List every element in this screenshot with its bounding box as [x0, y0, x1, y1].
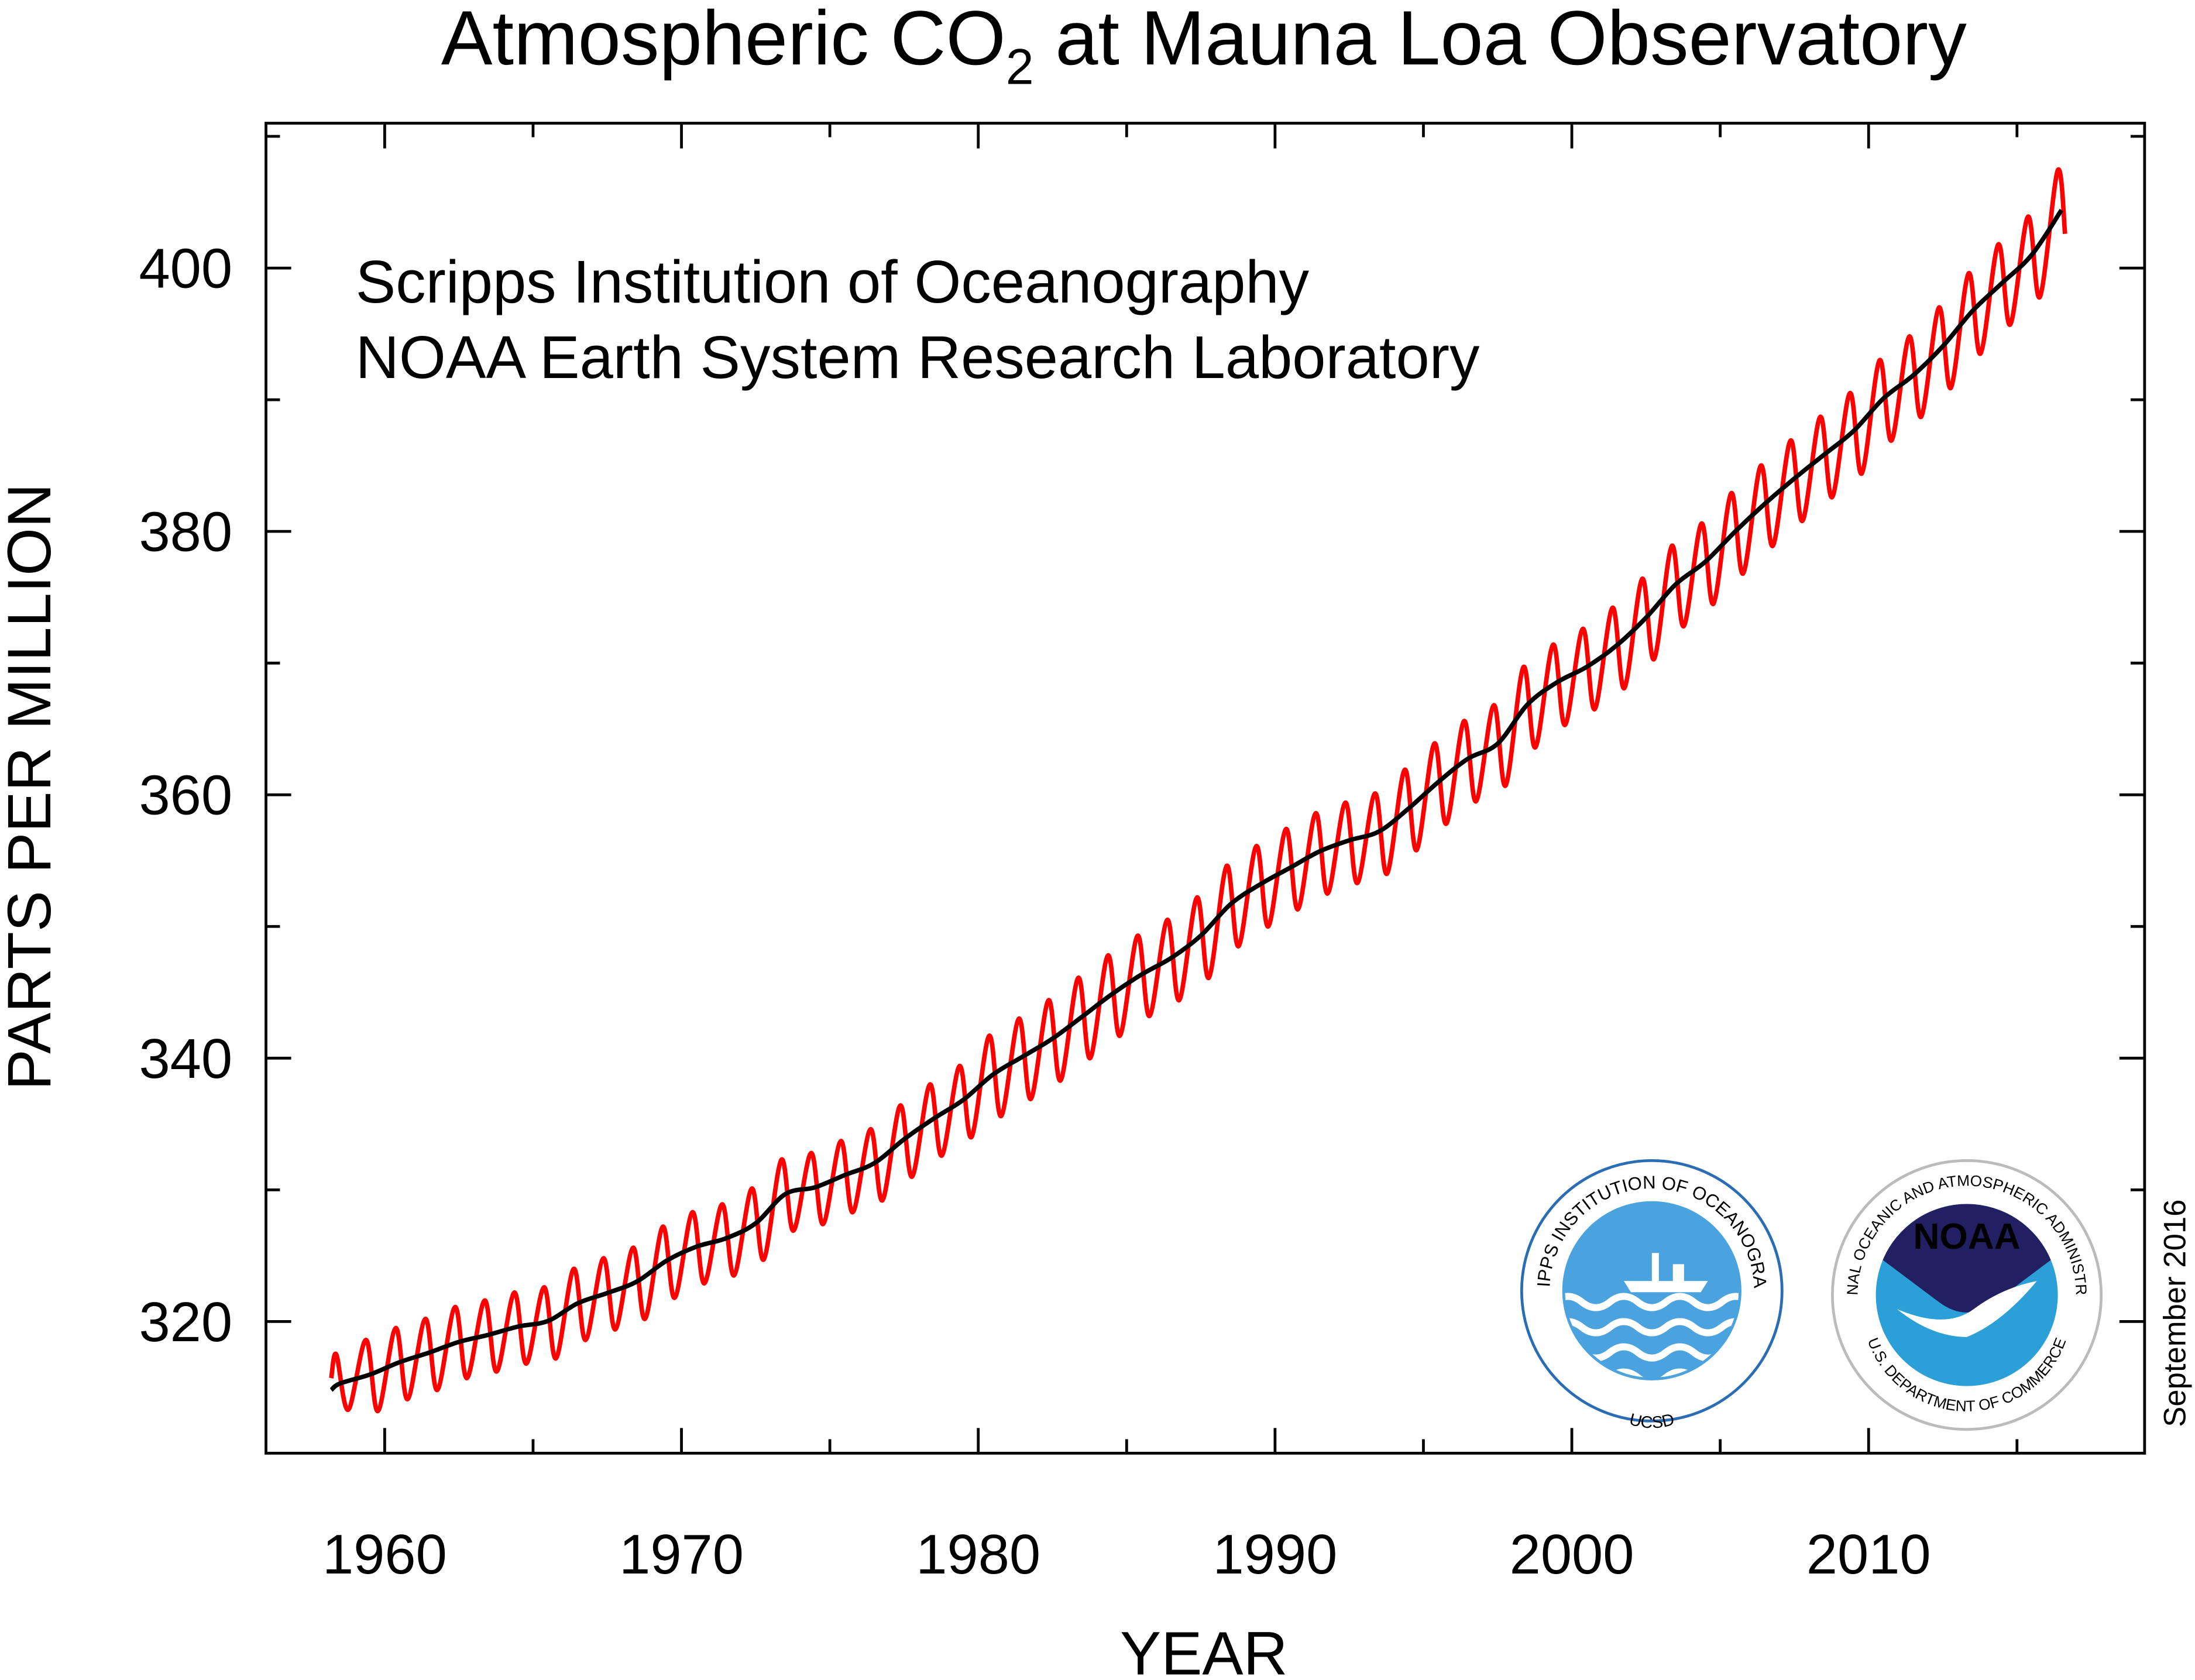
x-tick-label: 1960	[322, 1523, 447, 1586]
title-part: at Mauna Loa Observatory	[1034, 0, 1967, 81]
chart-title: Atmospheric CO2 at Mauna Loa Observatory	[441, 0, 1967, 95]
data-line	[329, 208, 2064, 1392]
logo-text: NATIONAL OCEANIC AND ATMOSPHERIC ADMINIS…	[0, 0, 2090, 1296]
title-part: Atmospheric CO	[441, 0, 1006, 81]
y-axis-label: PARTS PER MILLION	[0, 483, 64, 1090]
x-tick-label: 1980	[916, 1523, 1040, 1586]
x-tick-label: 1990	[1212, 1523, 1337, 1586]
plot-frame	[265, 122, 2146, 1455]
logo-text: NOAA	[1914, 1217, 2021, 1257]
annotation: NOAA Earth System Research Laboratory	[356, 324, 1480, 391]
date-note: September 2016	[2158, 1200, 2192, 1427]
annotation: Scripps Institution of Oceanography	[356, 248, 1310, 315]
noaa-logo: NOAA NATIONAL OCEANIC AND ATMOSPHERIC AD…	[0, 0, 2103, 1431]
y-tick-label: 400	[139, 238, 232, 300]
data-line	[329, 167, 2067, 1414]
title-subscript: 2	[1006, 39, 1034, 95]
x-tick-label: 2010	[1806, 1523, 1931, 1586]
logo-text: UCSD	[1627, 1410, 1677, 1432]
y-tick-label: 360	[139, 764, 232, 827]
x-axis-label: YEAR	[1120, 1619, 1288, 1680]
logo-text: NATIONAL OCEANIC AND ATMOSPHERIC ADMINIS…	[0, 0, 2090, 1296]
logo-text: UCSD	[1627, 1410, 1677, 1432]
y-tick-label: 380	[139, 501, 232, 564]
y-tick-label: 340	[139, 1028, 232, 1090]
x-tick-label: 1970	[619, 1523, 744, 1586]
y-tick-label: 320	[139, 1291, 232, 1353]
x-tick-label: 2000	[1510, 1523, 1634, 1586]
